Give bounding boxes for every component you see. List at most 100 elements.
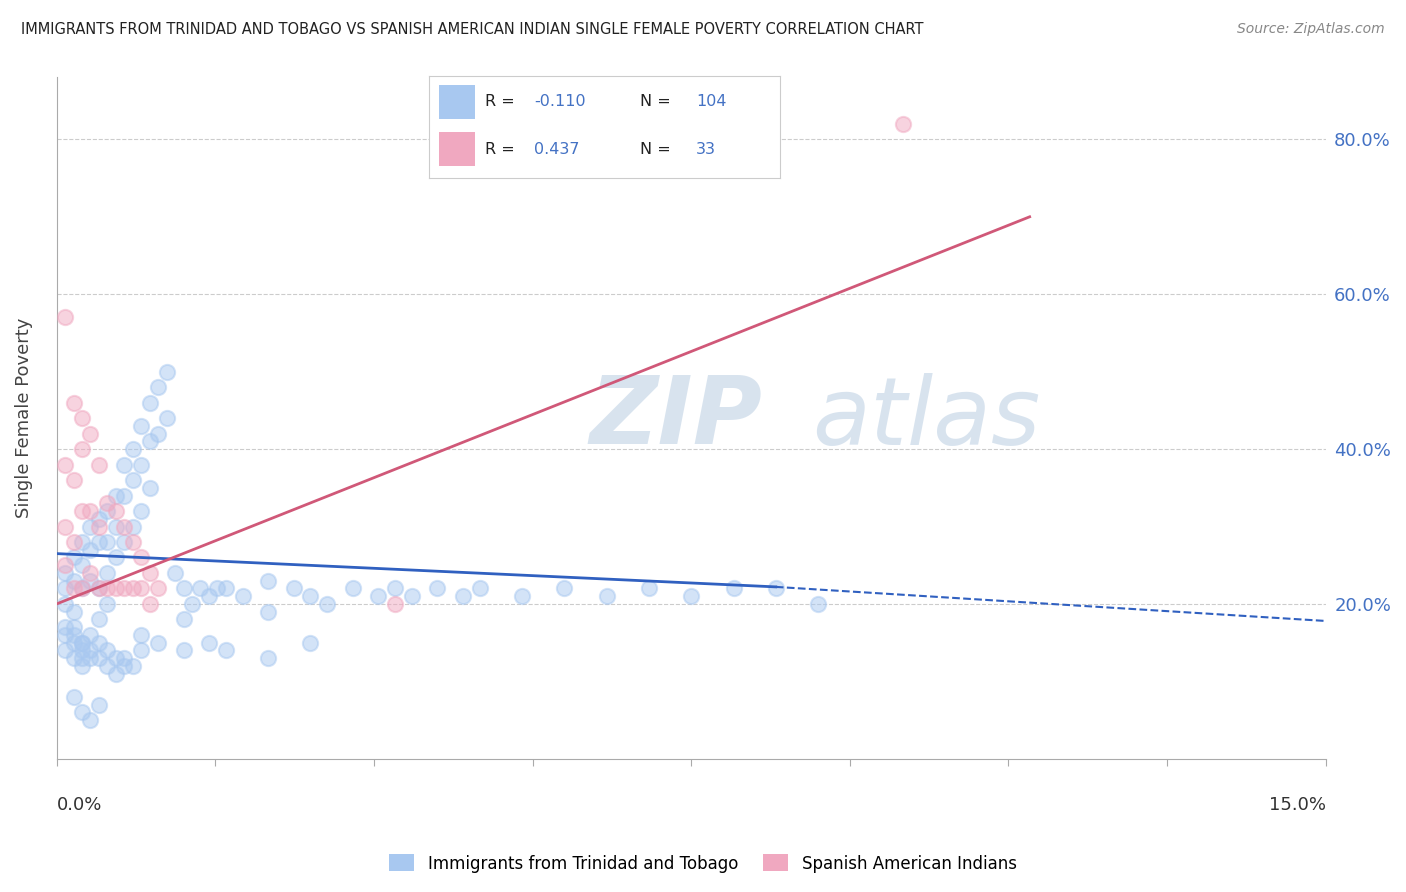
Point	[96, 597, 118, 611]
Point	[79, 426, 101, 441]
Point	[53, 582, 76, 596]
Point	[553, 582, 575, 596]
Point	[70, 504, 93, 518]
Point	[121, 473, 143, 487]
Point	[807, 597, 830, 611]
Point	[121, 442, 143, 456]
Point	[53, 558, 76, 573]
Point	[121, 535, 143, 549]
Point	[232, 589, 254, 603]
Point	[53, 620, 76, 634]
Point	[283, 582, 305, 596]
Point	[79, 713, 101, 727]
Point	[70, 635, 93, 649]
Point	[87, 651, 110, 665]
Point	[62, 395, 84, 409]
Point	[70, 535, 93, 549]
Text: N =: N =	[640, 142, 676, 157]
Text: 15.0%: 15.0%	[1268, 797, 1326, 814]
Point	[104, 582, 127, 596]
Point	[165, 566, 187, 580]
Point	[299, 635, 322, 649]
Point	[96, 504, 118, 518]
Text: atlas: atlas	[811, 373, 1040, 464]
Point	[96, 535, 118, 549]
Text: 0.437: 0.437	[534, 142, 579, 157]
Point	[62, 473, 84, 487]
Point	[384, 582, 406, 596]
Point	[638, 582, 661, 596]
Point	[79, 519, 101, 533]
Point	[129, 418, 152, 433]
Point	[79, 628, 101, 642]
Text: R =: R =	[485, 142, 520, 157]
Point	[129, 582, 152, 596]
Point	[62, 535, 84, 549]
Point	[138, 481, 160, 495]
Point	[112, 651, 135, 665]
Text: N =: N =	[640, 95, 676, 110]
Point	[765, 582, 787, 596]
Point	[257, 605, 280, 619]
Point	[104, 550, 127, 565]
Legend: Immigrants from Trinidad and Tobago, Spanish American Indians: Immigrants from Trinidad and Tobago, Spa…	[382, 847, 1024, 880]
Point	[104, 489, 127, 503]
Text: -0.110: -0.110	[534, 95, 586, 110]
Point	[384, 597, 406, 611]
Text: 104: 104	[696, 95, 727, 110]
Point	[87, 512, 110, 526]
Point	[138, 395, 160, 409]
Point	[316, 597, 339, 611]
Point	[104, 519, 127, 533]
Point	[87, 582, 110, 596]
Text: 0.0%: 0.0%	[56, 797, 103, 814]
Point	[70, 582, 93, 596]
Point	[112, 582, 135, 596]
Point	[70, 582, 93, 596]
Text: R =: R =	[485, 95, 520, 110]
Point	[53, 566, 76, 580]
Point	[138, 597, 160, 611]
Point	[198, 589, 221, 603]
Point	[112, 489, 135, 503]
Point	[62, 550, 84, 565]
Point	[121, 582, 143, 596]
Point	[112, 658, 135, 673]
Point	[79, 651, 101, 665]
Point	[173, 612, 195, 626]
Point	[62, 582, 84, 596]
Point	[79, 504, 101, 518]
Point	[451, 589, 474, 603]
Point	[104, 666, 127, 681]
Point	[257, 651, 280, 665]
Bar	[439, 85, 475, 119]
Point	[70, 442, 93, 456]
Point	[138, 566, 160, 580]
Point	[104, 651, 127, 665]
Point	[190, 582, 212, 596]
Point	[891, 117, 914, 131]
Point	[723, 582, 745, 596]
Point	[70, 643, 93, 657]
Point	[121, 519, 143, 533]
Y-axis label: Single Female Poverty: Single Female Poverty	[15, 318, 32, 518]
Point	[129, 550, 152, 565]
Text: Source: ZipAtlas.com: Source: ZipAtlas.com	[1237, 22, 1385, 37]
Point	[70, 635, 93, 649]
Point	[53, 519, 76, 533]
Point	[53, 597, 76, 611]
Point	[53, 310, 76, 325]
Point	[53, 628, 76, 642]
Point	[401, 589, 423, 603]
Point	[96, 582, 118, 596]
Point	[79, 643, 101, 657]
Point	[87, 698, 110, 712]
Point	[70, 411, 93, 425]
Point	[112, 519, 135, 533]
Point	[215, 582, 238, 596]
Point	[112, 458, 135, 472]
Text: ZIP: ZIP	[589, 372, 762, 464]
Bar	[439, 132, 475, 166]
Point	[129, 628, 152, 642]
Point	[62, 628, 84, 642]
